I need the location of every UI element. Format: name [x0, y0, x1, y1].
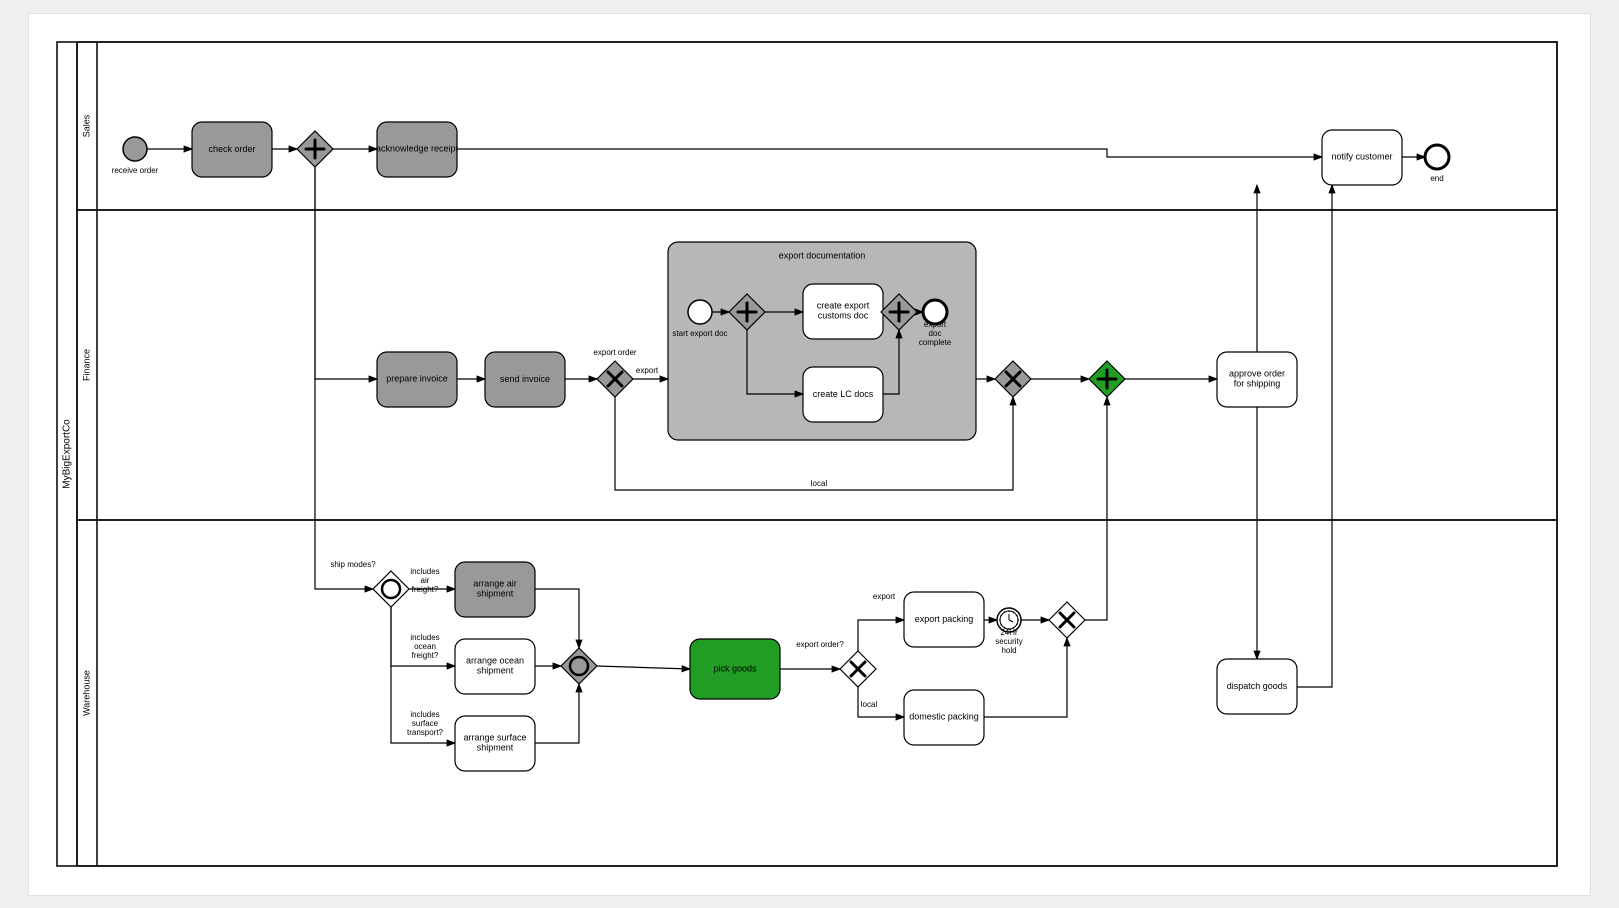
edge-label: local: [811, 479, 828, 488]
edge-label: includessurfacetransport?: [407, 710, 444, 737]
edge-label: includesoceanfreight?: [410, 633, 439, 660]
lane-title-warehouse: Warehouse: [81, 670, 91, 716]
flow: [535, 589, 579, 648]
flow: [315, 167, 373, 589]
task-label-notify_customer: notify customer: [1331, 151, 1392, 161]
task-label-pick_goods: pick goods: [713, 663, 757, 673]
flow: [1297, 185, 1332, 687]
task-label-export_packing: export packing: [915, 613, 974, 623]
event-label-start_export: start export doc: [672, 329, 727, 338]
flow: [535, 684, 579, 743]
event-start_receive: [123, 137, 147, 161]
edge-label: local: [861, 700, 878, 709]
task-label-dispatch_goods: dispatch goods: [1227, 680, 1288, 690]
flow: [315, 167, 377, 379]
task-label-domestic_packing: domestic packing: [909, 711, 979, 721]
task-label-send_invoice: send invoice: [500, 373, 550, 383]
event-label-end: end: [1430, 174, 1443, 183]
bpmn-diagram: MyBigExportCo Sales Finance Warehouse export…: [47, 32, 1572, 877]
event-end: [1425, 145, 1449, 169]
task-label-prepare_invoice: prepare invoice: [386, 373, 448, 383]
lane-title-finance: Finance: [81, 348, 91, 380]
gateway-label-gw_export_order: export order: [593, 348, 636, 357]
lane-warehouse: [77, 520, 1557, 866]
flow: [457, 149, 1322, 157]
pool-title: MyBigExportCo: [62, 418, 73, 488]
edge-label: export: [873, 592, 896, 601]
task-label-create_lc: create LC docs: [813, 388, 874, 398]
flow: [597, 666, 690, 669]
gateway-gw_ship_merge: [561, 648, 597, 684]
subprocess-title: export documentation: [779, 250, 866, 260]
event-label-start_receive: receive order: [112, 166, 159, 175]
flow: [858, 620, 904, 651]
flow: [984, 638, 1067, 717]
task-label-ack_receipt: acknowledge receipt: [376, 143, 459, 153]
edge-label: includesairfreight?: [410, 567, 439, 594]
event-start_export: [688, 300, 712, 324]
task-label-check_order: check order: [208, 143, 255, 153]
flow: [1085, 397, 1107, 620]
gateway-label-gw_pack_split: export order?: [796, 640, 844, 649]
gateway-label-gw_ship_split: ship modes?: [330, 560, 376, 569]
event-label-timer_hold: 24Hrsecurityhold: [995, 628, 1023, 655]
task-label-approve_order: approve orderfor shipping: [1229, 368, 1285, 388]
diagram-frame: MyBigExportCo Sales Finance Warehouse export…: [29, 14, 1590, 895]
lane-title-sales: Sales: [81, 114, 91, 137]
gateway-gw_ship_split: [373, 571, 409, 607]
task-label-create_customs: create exportcustoms doc: [817, 300, 870, 320]
task-label-arrange_air: arrange airshipment: [473, 578, 517, 598]
edge-label: export: [636, 366, 659, 375]
